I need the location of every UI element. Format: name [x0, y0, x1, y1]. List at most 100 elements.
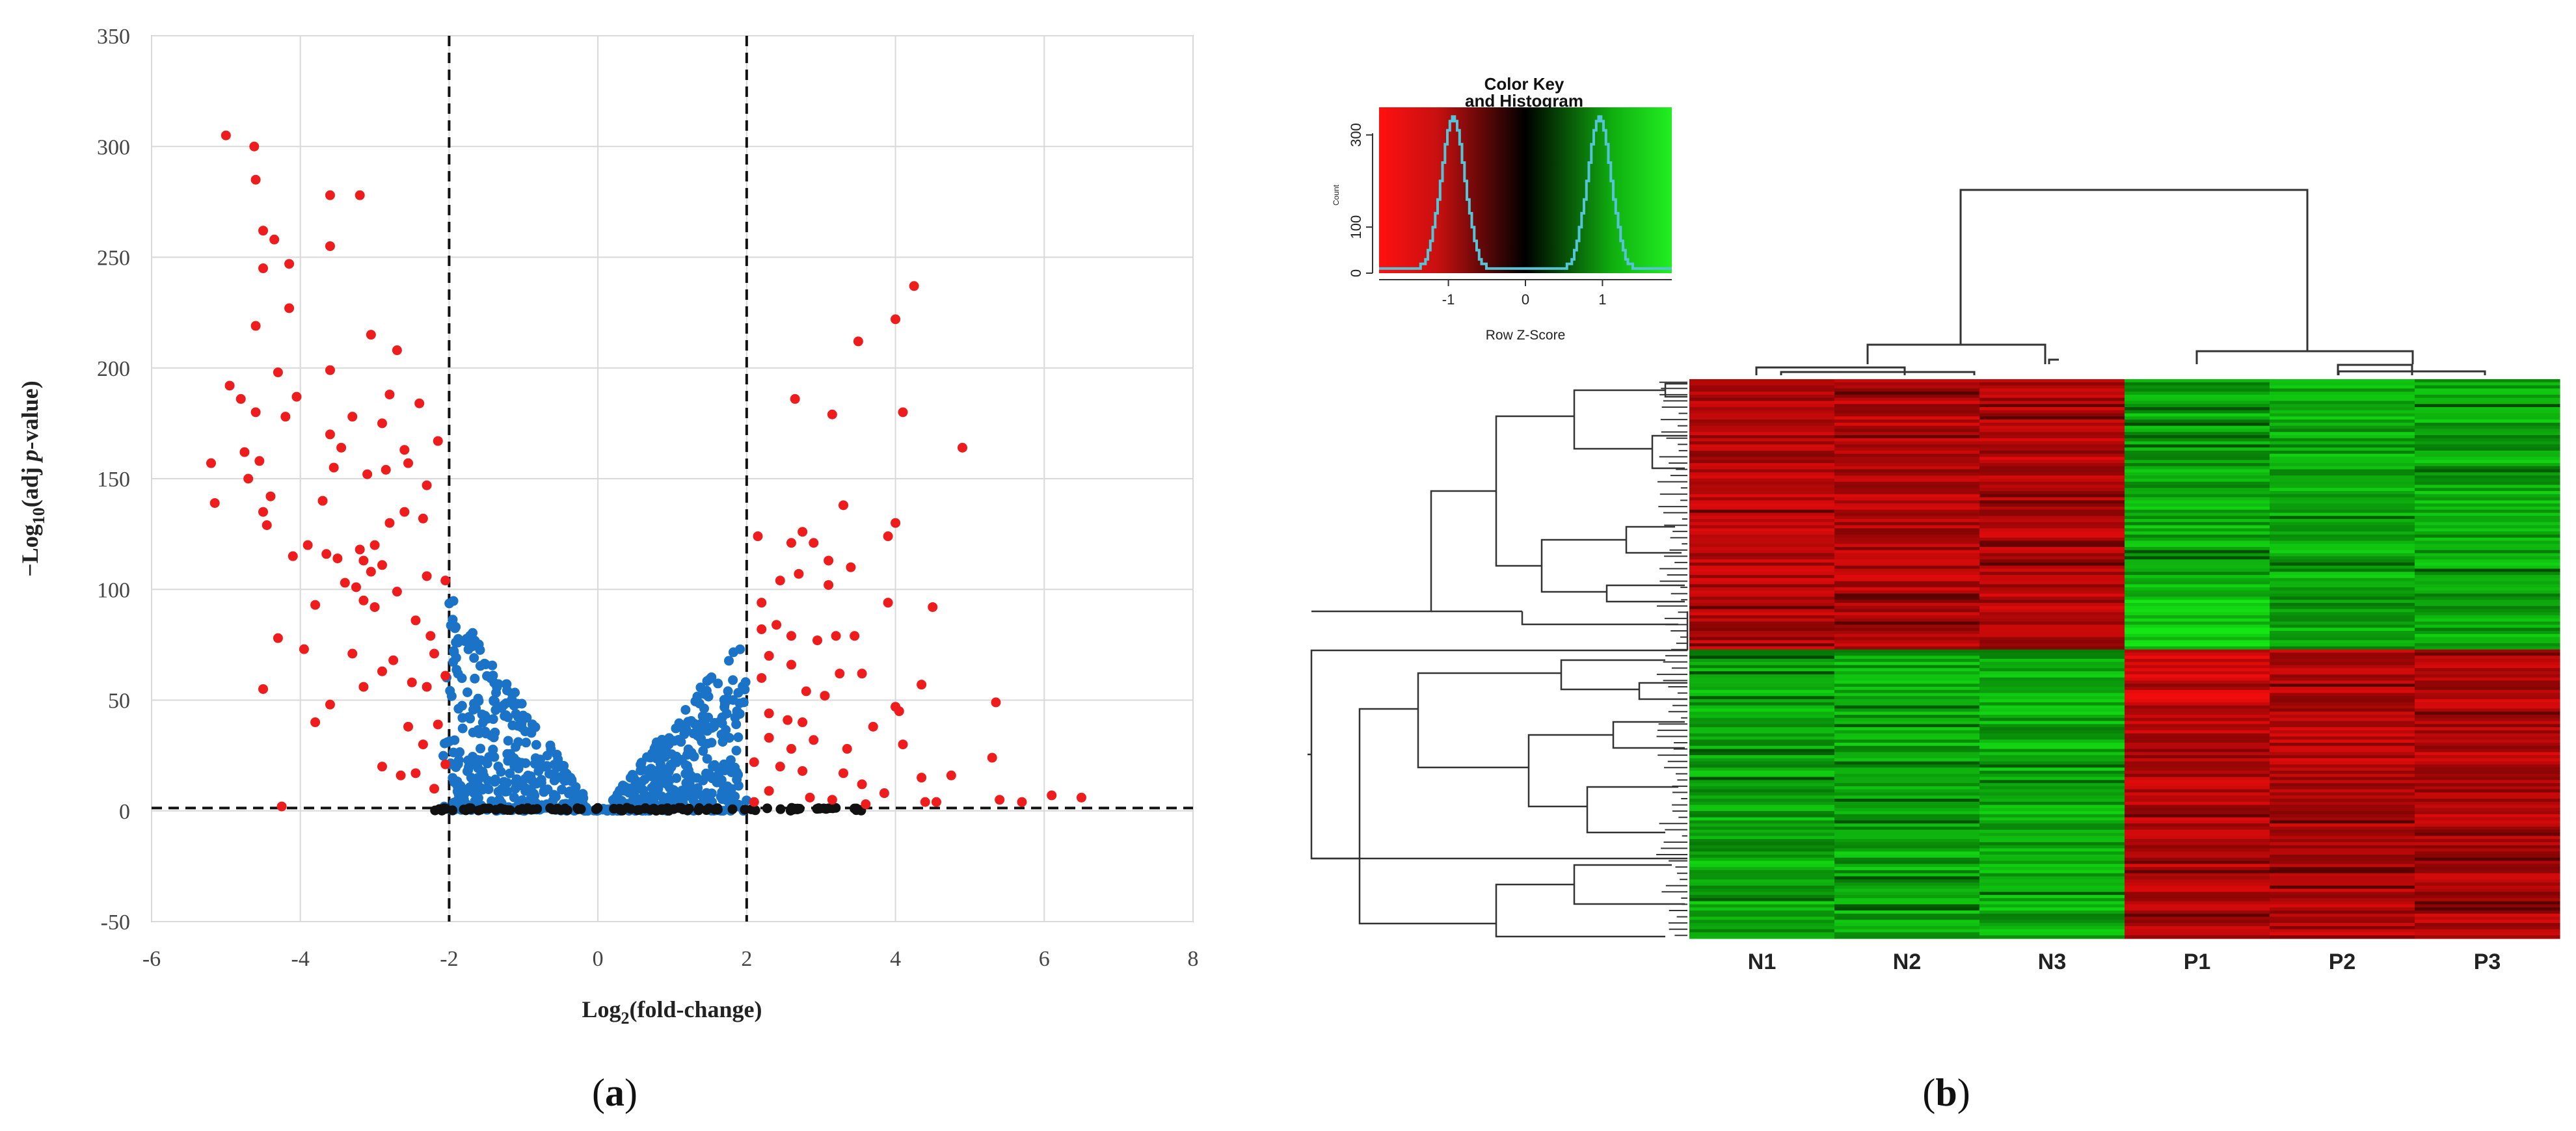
heatmap-cell [1834, 715, 1980, 719]
heatmap-cell [2125, 687, 2270, 691]
heatmap-cell [1834, 771, 1980, 775]
heatmap-cell [2125, 925, 2270, 930]
heatmap-cell [1834, 429, 1980, 432]
heatmap-cell [2270, 640, 2415, 644]
heatmap-cell [2415, 827, 2560, 831]
volcano-point-foldchange [728, 695, 738, 705]
volcano-point-significant [422, 571, 432, 581]
heatmap-cell [2125, 500, 2270, 504]
heatmap-cell [1834, 572, 1980, 576]
heatmap-cell [1979, 481, 2125, 486]
heatmap-cell [2415, 911, 2560, 914]
heatmap-cell [1834, 792, 1980, 796]
volcano-y-tick-label: 250 [97, 246, 130, 271]
volcano-point-significant [388, 655, 399, 665]
heatmap-cell [1979, 603, 2125, 607]
heatmap-cell [1689, 612, 1835, 616]
heatmap-cell [1689, 795, 1835, 799]
heatmap-cell [1689, 438, 1835, 442]
color-key-y-tick-label: 300 [1348, 123, 1364, 147]
heatmap-cell [2415, 407, 2560, 411]
volcano-point-significant [392, 587, 402, 597]
volcano-point-significant [764, 732, 774, 743]
heatmap-cell [2415, 432, 2560, 436]
volcano-point-significant [801, 686, 811, 697]
heatmap-cell [1979, 416, 2125, 420]
volcano-point-significant [842, 743, 852, 754]
heatmap-cell [1834, 596, 1980, 600]
heatmap-cell [1689, 401, 1835, 405]
volcano-point-foldchange [503, 736, 513, 746]
heatmap-cell [1689, 410, 1835, 414]
heatmap-cell [2415, 422, 2560, 427]
heatmap-cell [2270, 699, 2415, 703]
volcano-point-significant [883, 531, 893, 542]
volcano-point-foldchange [734, 709, 745, 719]
heatmap-cell [1979, 397, 2125, 402]
heatmap-cell [2270, 708, 2415, 712]
volcano-point-foldchange [731, 745, 742, 756]
volcano-point-significant [325, 429, 335, 440]
heatmap-cell [2270, 786, 2415, 790]
heatmap-cell [2415, 913, 2560, 918]
heatmap-cell [2270, 382, 2415, 386]
heatmap-cell [2270, 605, 2415, 610]
volcano-point-foldchange [642, 752, 652, 762]
heatmap-cell [1979, 631, 2125, 635]
heatmap-cell [2270, 478, 2415, 483]
heatmap-cell [2415, 643, 2560, 647]
color-key-histogram-line [1379, 115, 1672, 270]
heatmap-cell [1689, 652, 1835, 656]
volcano-point-foldchange [472, 782, 483, 793]
heatmap-cell [2125, 715, 2270, 719]
volcano-point-foldchange [513, 721, 523, 731]
heatmap-cell [2125, 671, 2270, 675]
heatmap-cell [1834, 743, 1980, 747]
volcano-point-significant [396, 770, 406, 780]
heatmap-cell [1689, 773, 1835, 778]
volcano-point-significant [835, 669, 845, 679]
volcano-point-foldchange [716, 792, 726, 802]
volcano-point-foldchange [526, 784, 536, 795]
volcano-point-significant [891, 518, 901, 528]
heatmap-cell [1834, 509, 1980, 514]
heatmap-cell [2125, 637, 2270, 641]
volcano-point-significant [284, 259, 295, 269]
heatmap-cell [2270, 419, 2415, 423]
heatmap-cell [1834, 764, 1980, 768]
volcano-y-tick-label: 0 [119, 800, 130, 824]
heatmap-cell [2125, 628, 2270, 632]
heatmap-cell [1979, 615, 2125, 619]
volcano-point-significant [403, 721, 414, 732]
heatmap-cell [1979, 649, 2125, 654]
volcano-point-foldchange [630, 796, 640, 806]
volcano-point-foldchange [732, 775, 742, 785]
heatmap-cell [1979, 612, 2125, 616]
heatmap-cell [1979, 829, 2125, 834]
heatmap-cell [2415, 680, 2560, 684]
heatmap-cell [2270, 422, 2415, 427]
volcano-point-significant [254, 456, 265, 466]
heatmap-cell [1689, 829, 1835, 834]
heatmap-cell [1979, 432, 2125, 436]
heatmap-cell [1979, 618, 2125, 622]
heatmap-cell [1979, 717, 2125, 722]
heatmap-cell [1979, 733, 2125, 738]
heatmap-cell [2125, 516, 2270, 520]
heatmap-cell [1979, 848, 2125, 852]
heatmap-cell [1689, 609, 1835, 613]
heatmap-cell [1979, 680, 2125, 684]
heatmap-cell [2415, 901, 2560, 905]
heatmap-cell [1834, 528, 1980, 532]
volcano-point-significant [775, 762, 785, 772]
heatmap-cell [1834, 404, 1980, 408]
heatmap-cell [2125, 661, 2270, 666]
heatmap-cell [2125, 593, 2270, 598]
volcano-point-significant [280, 412, 291, 422]
volcano-point-foldchange [712, 777, 722, 788]
heatmap-cell [1834, 845, 1980, 849]
heatmap-cell [1834, 457, 1980, 460]
heatmap-cell [1979, 780, 2125, 784]
volcano-point-nonsignificant [794, 803, 805, 814]
heatmap-cell [1834, 827, 1980, 831]
